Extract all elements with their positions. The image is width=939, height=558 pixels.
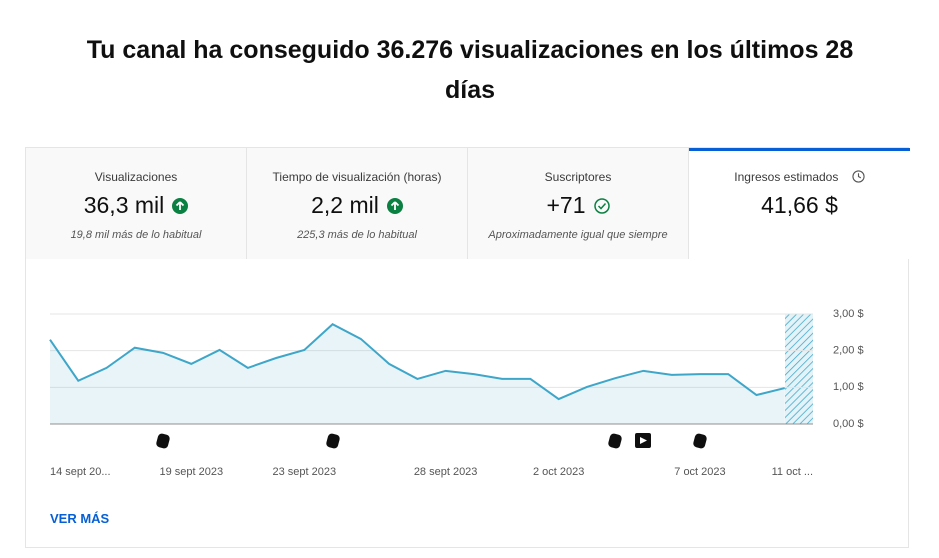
tab-value-row: +71	[468, 192, 688, 219]
x-tick-label: 14 sept 20...	[50, 466, 111, 478]
tab-value-row: 36,3 mil	[26, 192, 246, 219]
y-tick-label: 1,00 $	[833, 381, 864, 393]
clock-icon	[852, 170, 865, 183]
tab[interactable]: Suscriptores +71 Aproximadamente igual q…	[468, 148, 689, 259]
tab-label: Ingresos estimados	[734, 170, 839, 184]
tab-value: 36,3 mil	[83, 192, 165, 218]
tab-label-row: Ingresos estimados	[689, 170, 910, 184]
tab[interactable]: Tiempo de visualización (horas) 2,2 mil …	[247, 148, 468, 259]
x-tick-label: 2 oct 2023	[533, 466, 584, 478]
up-icon	[386, 197, 403, 214]
tab-value: 41,66 $	[761, 192, 838, 218]
up-icon	[172, 197, 189, 214]
video-icon-play	[640, 437, 647, 444]
x-tick-label: 11 oct ...	[772, 466, 813, 478]
x-tick-label: 28 sept 2023	[414, 466, 478, 478]
tab-value: +71	[546, 192, 586, 218]
line	[49, 323, 785, 401]
tab-value: 2,2 mil	[311, 192, 379, 218]
tab-label: Tiempo de visualización (horas)	[272, 170, 442, 184]
see-more-link[interactable]: VER MÁS	[50, 511, 110, 526]
tab-note: 19,8 mil más de lo habitual	[70, 229, 202, 241]
analytics-card: Visualizaciones 36,3 mil 19,8 mil más de…	[25, 147, 910, 548]
title: Tu canal ha conseguido 36.276 visualizac…	[86, 36, 854, 104]
tab-note: Aproximadamente igual que siempre	[488, 229, 668, 241]
tab-label: Suscriptores	[544, 170, 612, 184]
short-icon	[693, 433, 707, 449]
tab[interactable]: Visualizaciones 36,3 mil 19,8 mil más de…	[26, 148, 247, 259]
tab[interactable]: Ingresos estimados 41,66 $	[689, 148, 910, 259]
x-tick-label: 7 oct 2023	[674, 466, 725, 478]
area	[50, 324, 785, 424]
tab-value-row: 2,2 mil	[247, 192, 467, 219]
short-icon	[326, 433, 340, 449]
partial-day	[785, 314, 813, 424]
tab-note: 225,3 más de lo habitual	[297, 229, 417, 241]
check-icon	[593, 197, 610, 214]
short-icon	[156, 433, 170, 449]
short-icon	[608, 433, 622, 449]
y-tick-label: 0,00 $	[833, 418, 864, 430]
x-tick-label: 19 sept 2023	[159, 466, 223, 478]
x-tick-label: 23 sept 2023	[273, 466, 337, 478]
tab-value-row: 41,66 $	[689, 192, 910, 219]
tab-label: Visualizaciones	[94, 170, 178, 184]
y-tick-label: 2,00 $	[833, 345, 864, 357]
content-icons	[156, 433, 707, 449]
y-tick-label: 3,00 $	[833, 308, 864, 320]
